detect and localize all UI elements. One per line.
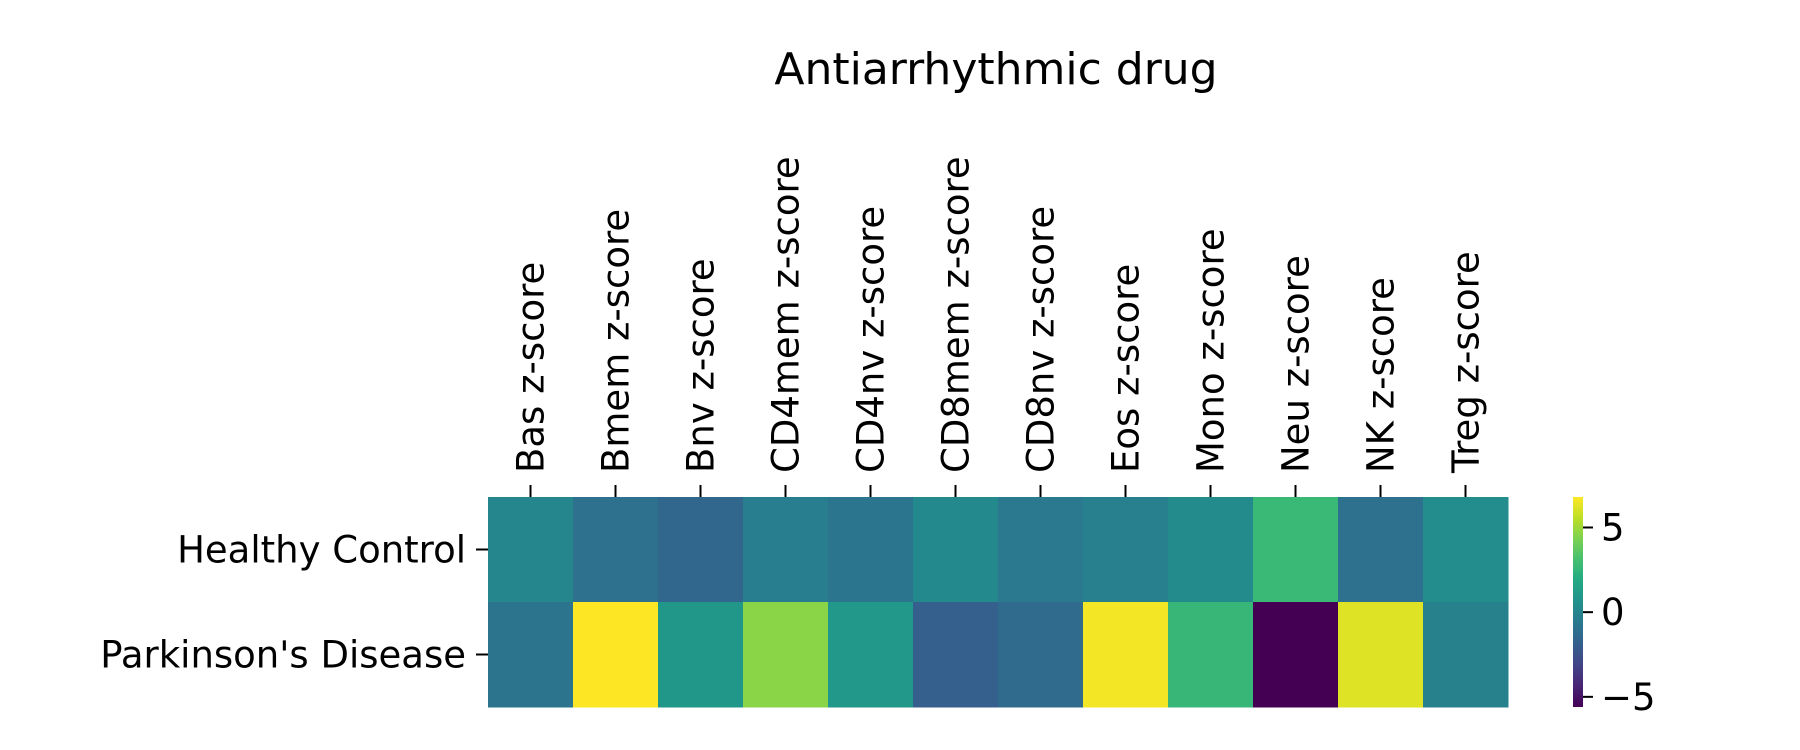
colorbar-gradient bbox=[1573, 497, 1583, 707]
colorbar-tick-label: 0 bbox=[1601, 591, 1625, 634]
colorbar-tick-label: −5 bbox=[1601, 676, 1656, 719]
column-label: Treg z-score bbox=[1445, 251, 1488, 474]
heatmap-cell bbox=[573, 497, 659, 603]
colorbar: 5 0 −5 bbox=[1573, 497, 1656, 719]
heatmap-cell bbox=[573, 602, 659, 708]
heatmap-cell bbox=[998, 497, 1084, 603]
heatmap-cell bbox=[743, 602, 829, 708]
column-label: CD8mem z-score bbox=[935, 156, 978, 473]
column-label: NK z-score bbox=[1360, 277, 1403, 473]
heatmap-cell bbox=[1253, 602, 1339, 708]
heatmap-cell bbox=[828, 497, 914, 603]
column-label: Eos z-score bbox=[1105, 264, 1148, 473]
chart-title: Antiarrhythmic drug bbox=[774, 44, 1217, 95]
heatmap-cells bbox=[488, 497, 1509, 708]
row-labels: Healthy Control Parkinson's Disease bbox=[100, 529, 488, 677]
column-labels: Bas z-score Bmem z-score Bnv z-score CD4mem… bbox=[510, 156, 1488, 497]
heatmap-cell bbox=[913, 497, 999, 603]
column-label: Bnv z-score bbox=[680, 258, 723, 473]
heatmap-cell bbox=[913, 602, 999, 708]
heatmap-cell bbox=[743, 497, 829, 603]
column-label: Bmem z-score bbox=[595, 209, 638, 473]
heatmap-cell bbox=[658, 497, 744, 603]
heatmap-cell bbox=[828, 602, 914, 708]
column-label: CD4mem z-score bbox=[765, 156, 808, 473]
heatmap-cell bbox=[488, 602, 574, 708]
heatmap-cell bbox=[1168, 602, 1254, 708]
colorbar-tick-label: 5 bbox=[1601, 506, 1625, 549]
heatmap-cell bbox=[488, 497, 574, 603]
column-label: CD8nv z-score bbox=[1020, 206, 1063, 473]
column-label: Neu z-score bbox=[1275, 255, 1318, 473]
row-label: Parkinson's Disease bbox=[100, 634, 466, 677]
row-label: Healthy Control bbox=[177, 529, 466, 572]
heatmap-cell bbox=[1083, 602, 1169, 708]
heatmap-cell bbox=[1338, 497, 1424, 603]
heatmap-cell bbox=[1338, 602, 1424, 708]
column-label: Mono z-score bbox=[1190, 228, 1233, 473]
column-label: CD4nv z-score bbox=[850, 206, 893, 473]
heatmap-cell bbox=[1168, 497, 1254, 603]
heatmap-cell bbox=[998, 602, 1084, 708]
heatmap-cell bbox=[1423, 497, 1509, 603]
heatmap-cell bbox=[658, 602, 744, 708]
column-label: Bas z-score bbox=[510, 262, 553, 473]
heatmap-cell bbox=[1253, 497, 1339, 603]
heatmap-cell bbox=[1423, 602, 1509, 708]
heatmap-cell bbox=[1083, 497, 1169, 603]
